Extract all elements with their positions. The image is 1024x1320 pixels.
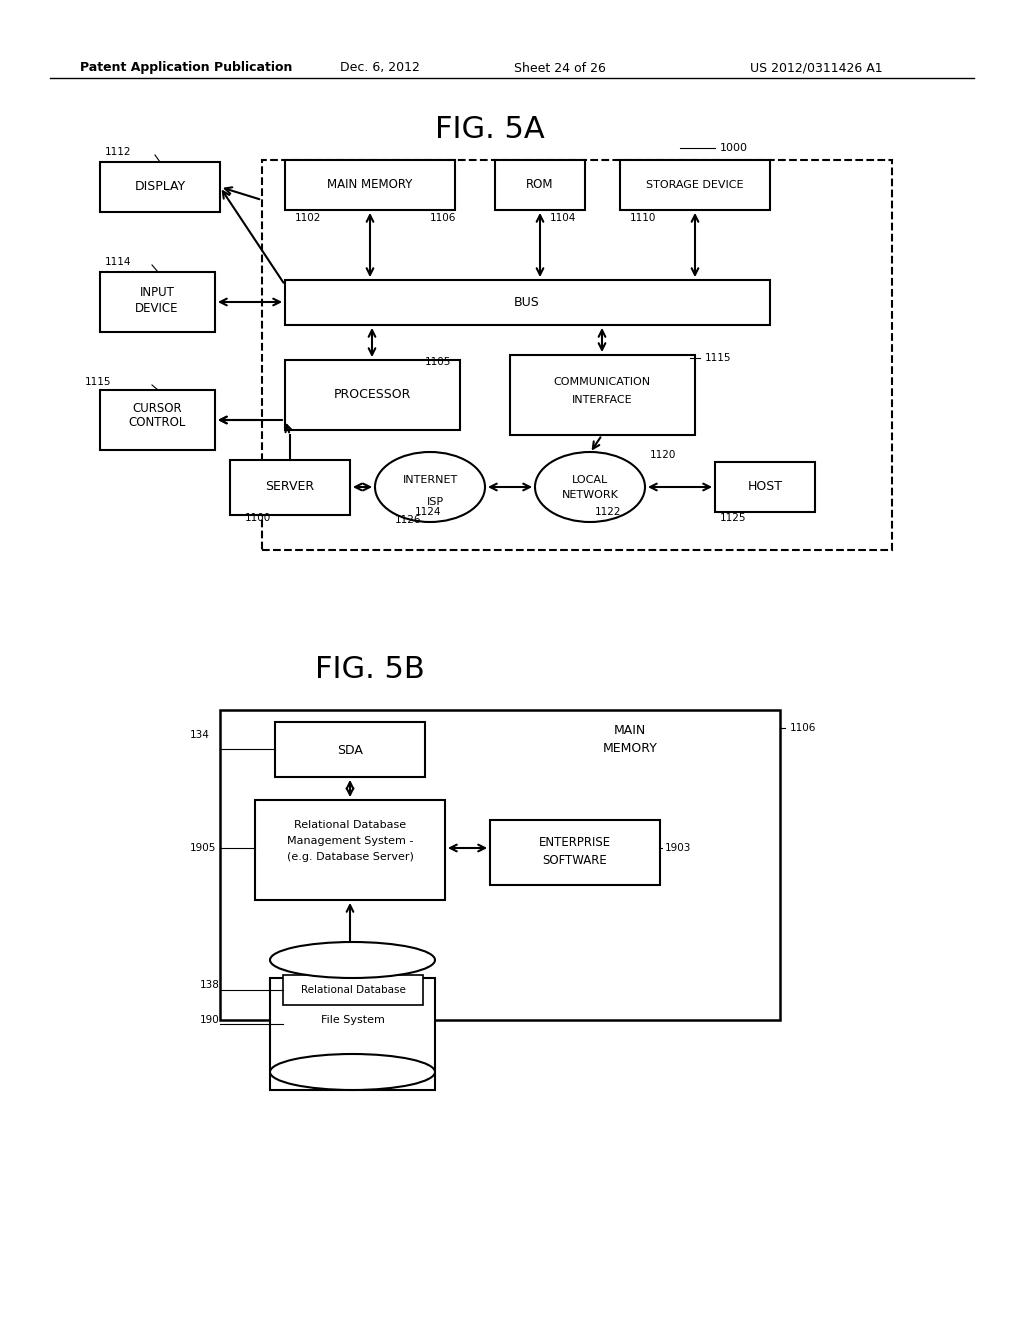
Text: INTERNET: INTERNET	[402, 475, 458, 484]
Text: 1115: 1115	[85, 378, 112, 387]
FancyBboxPatch shape	[495, 160, 585, 210]
Text: 1905: 1905	[190, 843, 216, 853]
Text: Patent Application Publication: Patent Application Publication	[80, 62, 293, 74]
Text: INPUT: INPUT	[139, 286, 174, 300]
FancyBboxPatch shape	[490, 820, 660, 884]
Text: MEMORY: MEMORY	[602, 742, 657, 755]
Text: 138: 138	[200, 979, 220, 990]
Text: 1112: 1112	[105, 147, 131, 157]
Text: 1126: 1126	[395, 515, 422, 525]
Text: 1106: 1106	[430, 213, 457, 223]
Text: Relational Database: Relational Database	[294, 820, 407, 830]
Text: File System: File System	[322, 1015, 385, 1026]
Ellipse shape	[535, 451, 645, 521]
FancyBboxPatch shape	[715, 462, 815, 512]
Ellipse shape	[375, 451, 485, 521]
Text: 1100: 1100	[245, 513, 271, 523]
FancyBboxPatch shape	[283, 975, 423, 1005]
Text: 1122: 1122	[595, 507, 622, 517]
Text: COMMUNICATION: COMMUNICATION	[553, 378, 650, 387]
Text: 1120: 1120	[650, 450, 677, 459]
Text: NETWORK: NETWORK	[561, 490, 618, 500]
Text: LOCAL: LOCAL	[571, 475, 608, 484]
FancyBboxPatch shape	[100, 162, 220, 213]
FancyBboxPatch shape	[275, 722, 425, 777]
Text: INTERFACE: INTERFACE	[571, 395, 632, 405]
FancyBboxPatch shape	[262, 160, 892, 550]
Text: 1102: 1102	[295, 213, 322, 223]
FancyBboxPatch shape	[255, 800, 445, 900]
Text: FIG. 5B: FIG. 5B	[315, 656, 425, 685]
Text: 1115: 1115	[705, 352, 731, 363]
Text: FIG. 5A: FIG. 5A	[435, 116, 545, 144]
FancyBboxPatch shape	[100, 272, 215, 333]
FancyBboxPatch shape	[285, 280, 770, 325]
Ellipse shape	[270, 942, 435, 978]
Text: ROM: ROM	[526, 178, 554, 191]
Text: 1124: 1124	[415, 507, 441, 517]
Text: PROCESSOR: PROCESSOR	[334, 388, 411, 401]
FancyBboxPatch shape	[230, 459, 350, 515]
Text: CONTROL: CONTROL	[128, 417, 185, 429]
Text: (e.g. Database Server): (e.g. Database Server)	[287, 851, 414, 862]
Text: BUS: BUS	[514, 296, 540, 309]
Text: HOST: HOST	[748, 480, 782, 494]
Text: SDA: SDA	[337, 743, 362, 756]
Text: SERVER: SERVER	[265, 480, 314, 494]
Text: 1903: 1903	[665, 843, 691, 853]
Text: SOFTWARE: SOFTWARE	[543, 854, 607, 866]
Text: ISP: ISP	[426, 498, 443, 507]
FancyBboxPatch shape	[100, 389, 215, 450]
Text: ENTERPRISE: ENTERPRISE	[539, 837, 611, 850]
Text: US 2012/0311426 A1: US 2012/0311426 A1	[750, 62, 883, 74]
FancyBboxPatch shape	[285, 360, 460, 430]
FancyBboxPatch shape	[270, 978, 435, 1090]
Text: 1110: 1110	[630, 213, 656, 223]
Text: Relational Database: Relational Database	[301, 985, 406, 995]
Text: Management System -: Management System -	[287, 836, 414, 846]
Text: 134: 134	[190, 730, 210, 741]
Text: 190: 190	[200, 1015, 220, 1026]
Text: 1114: 1114	[105, 257, 131, 267]
Text: MAIN: MAIN	[613, 723, 646, 737]
FancyBboxPatch shape	[510, 355, 695, 436]
FancyBboxPatch shape	[220, 710, 780, 1020]
Text: DEVICE: DEVICE	[135, 301, 179, 314]
Text: 1000: 1000	[720, 143, 748, 153]
Text: DISPLAY: DISPLAY	[134, 181, 185, 194]
Text: MAIN MEMORY: MAIN MEMORY	[328, 178, 413, 191]
Text: 1105: 1105	[425, 356, 452, 367]
FancyBboxPatch shape	[620, 160, 770, 210]
Text: STORAGE DEVICE: STORAGE DEVICE	[646, 180, 743, 190]
Text: 1104: 1104	[550, 213, 577, 223]
Text: 1106: 1106	[790, 723, 816, 733]
Text: Sheet 24 of 26: Sheet 24 of 26	[514, 62, 606, 74]
Text: CURSOR: CURSOR	[132, 401, 182, 414]
FancyBboxPatch shape	[285, 160, 455, 210]
Text: 1125: 1125	[720, 513, 746, 523]
Ellipse shape	[270, 1053, 435, 1090]
Text: Dec. 6, 2012: Dec. 6, 2012	[340, 62, 420, 74]
